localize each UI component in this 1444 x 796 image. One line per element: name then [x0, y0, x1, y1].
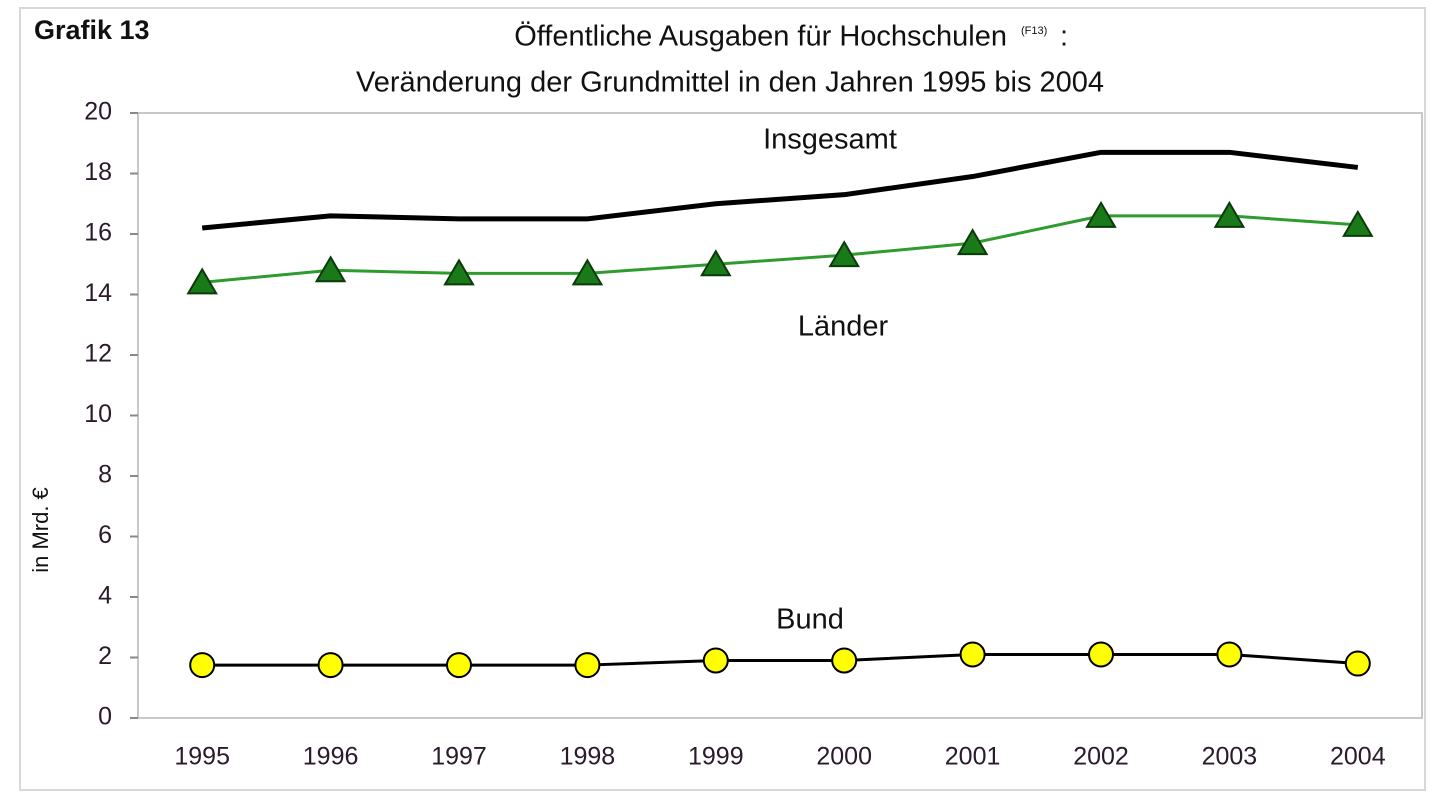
series-line: [202, 652, 1358, 667]
marker: [1344, 650, 1371, 677]
marker: [446, 652, 472, 679]
marker: [1085, 200, 1117, 228]
y-tick-label: 16: [84, 219, 112, 247]
y-axis-label: in Mrd. €: [28, 487, 53, 573]
chart-label: Grafik 13: [34, 15, 150, 45]
marker: [702, 647, 729, 674]
series-label: Insgesamt: [763, 124, 897, 156]
marker: [1216, 641, 1243, 668]
x-tick-label: 1995: [174, 743, 230, 771]
chart-title: Öffentliche Ausgaben für Hochschulen: [514, 21, 1007, 53]
plot-area: [137, 112, 1423, 719]
y-tick-label: 2: [98, 642, 112, 670]
chart-subtitle: Veränderung der Grundmittel in den Jahre…: [356, 67, 1104, 99]
y-tick-label: 10: [84, 400, 112, 428]
series-label: Bund: [776, 604, 844, 636]
x-tick-label: 1996: [303, 743, 359, 771]
y-tick-label: 14: [84, 279, 112, 307]
y-tick-label: 8: [98, 461, 112, 489]
y-tick-label: 0: [98, 703, 112, 731]
series-line: [201, 149, 1359, 231]
x-tick-label: 1998: [560, 743, 616, 771]
x-tick-label: 2003: [1202, 743, 1258, 771]
title-end: :: [1060, 21, 1068, 53]
title-note: (F13): [1021, 25, 1047, 37]
marker: [189, 652, 216, 679]
x-tick-label: 2002: [1073, 743, 1129, 771]
marker: [186, 267, 218, 295]
y-tick-label: 18: [84, 158, 112, 186]
y-tick-label: 4: [98, 582, 112, 610]
series-label: Länder: [798, 311, 889, 343]
marker: [571, 258, 604, 286]
marker: [831, 647, 858, 674]
x-tick-label: 2001: [945, 743, 1001, 771]
y-tick-label: 6: [98, 521, 112, 549]
y-tick-label: 12: [84, 340, 112, 368]
marker: [700, 249, 732, 277]
marker: [1088, 641, 1114, 668]
marker: [1213, 200, 1246, 228]
marker: [317, 652, 344, 679]
x-tick-label: 1999: [688, 743, 744, 771]
marker: [1342, 209, 1374, 237]
series-line: [202, 214, 1358, 284]
marker: [828, 240, 860, 268]
y-tick-label: 20: [84, 98, 112, 126]
marker: [959, 641, 986, 668]
x-tick-label: 2004: [1330, 743, 1386, 771]
marker: [314, 255, 347, 283]
x-tick-label: 1997: [431, 743, 487, 771]
marker: [574, 652, 601, 679]
marker: [956, 228, 989, 256]
x-tick-label: 2000: [816, 743, 872, 771]
marker: [443, 258, 475, 286]
